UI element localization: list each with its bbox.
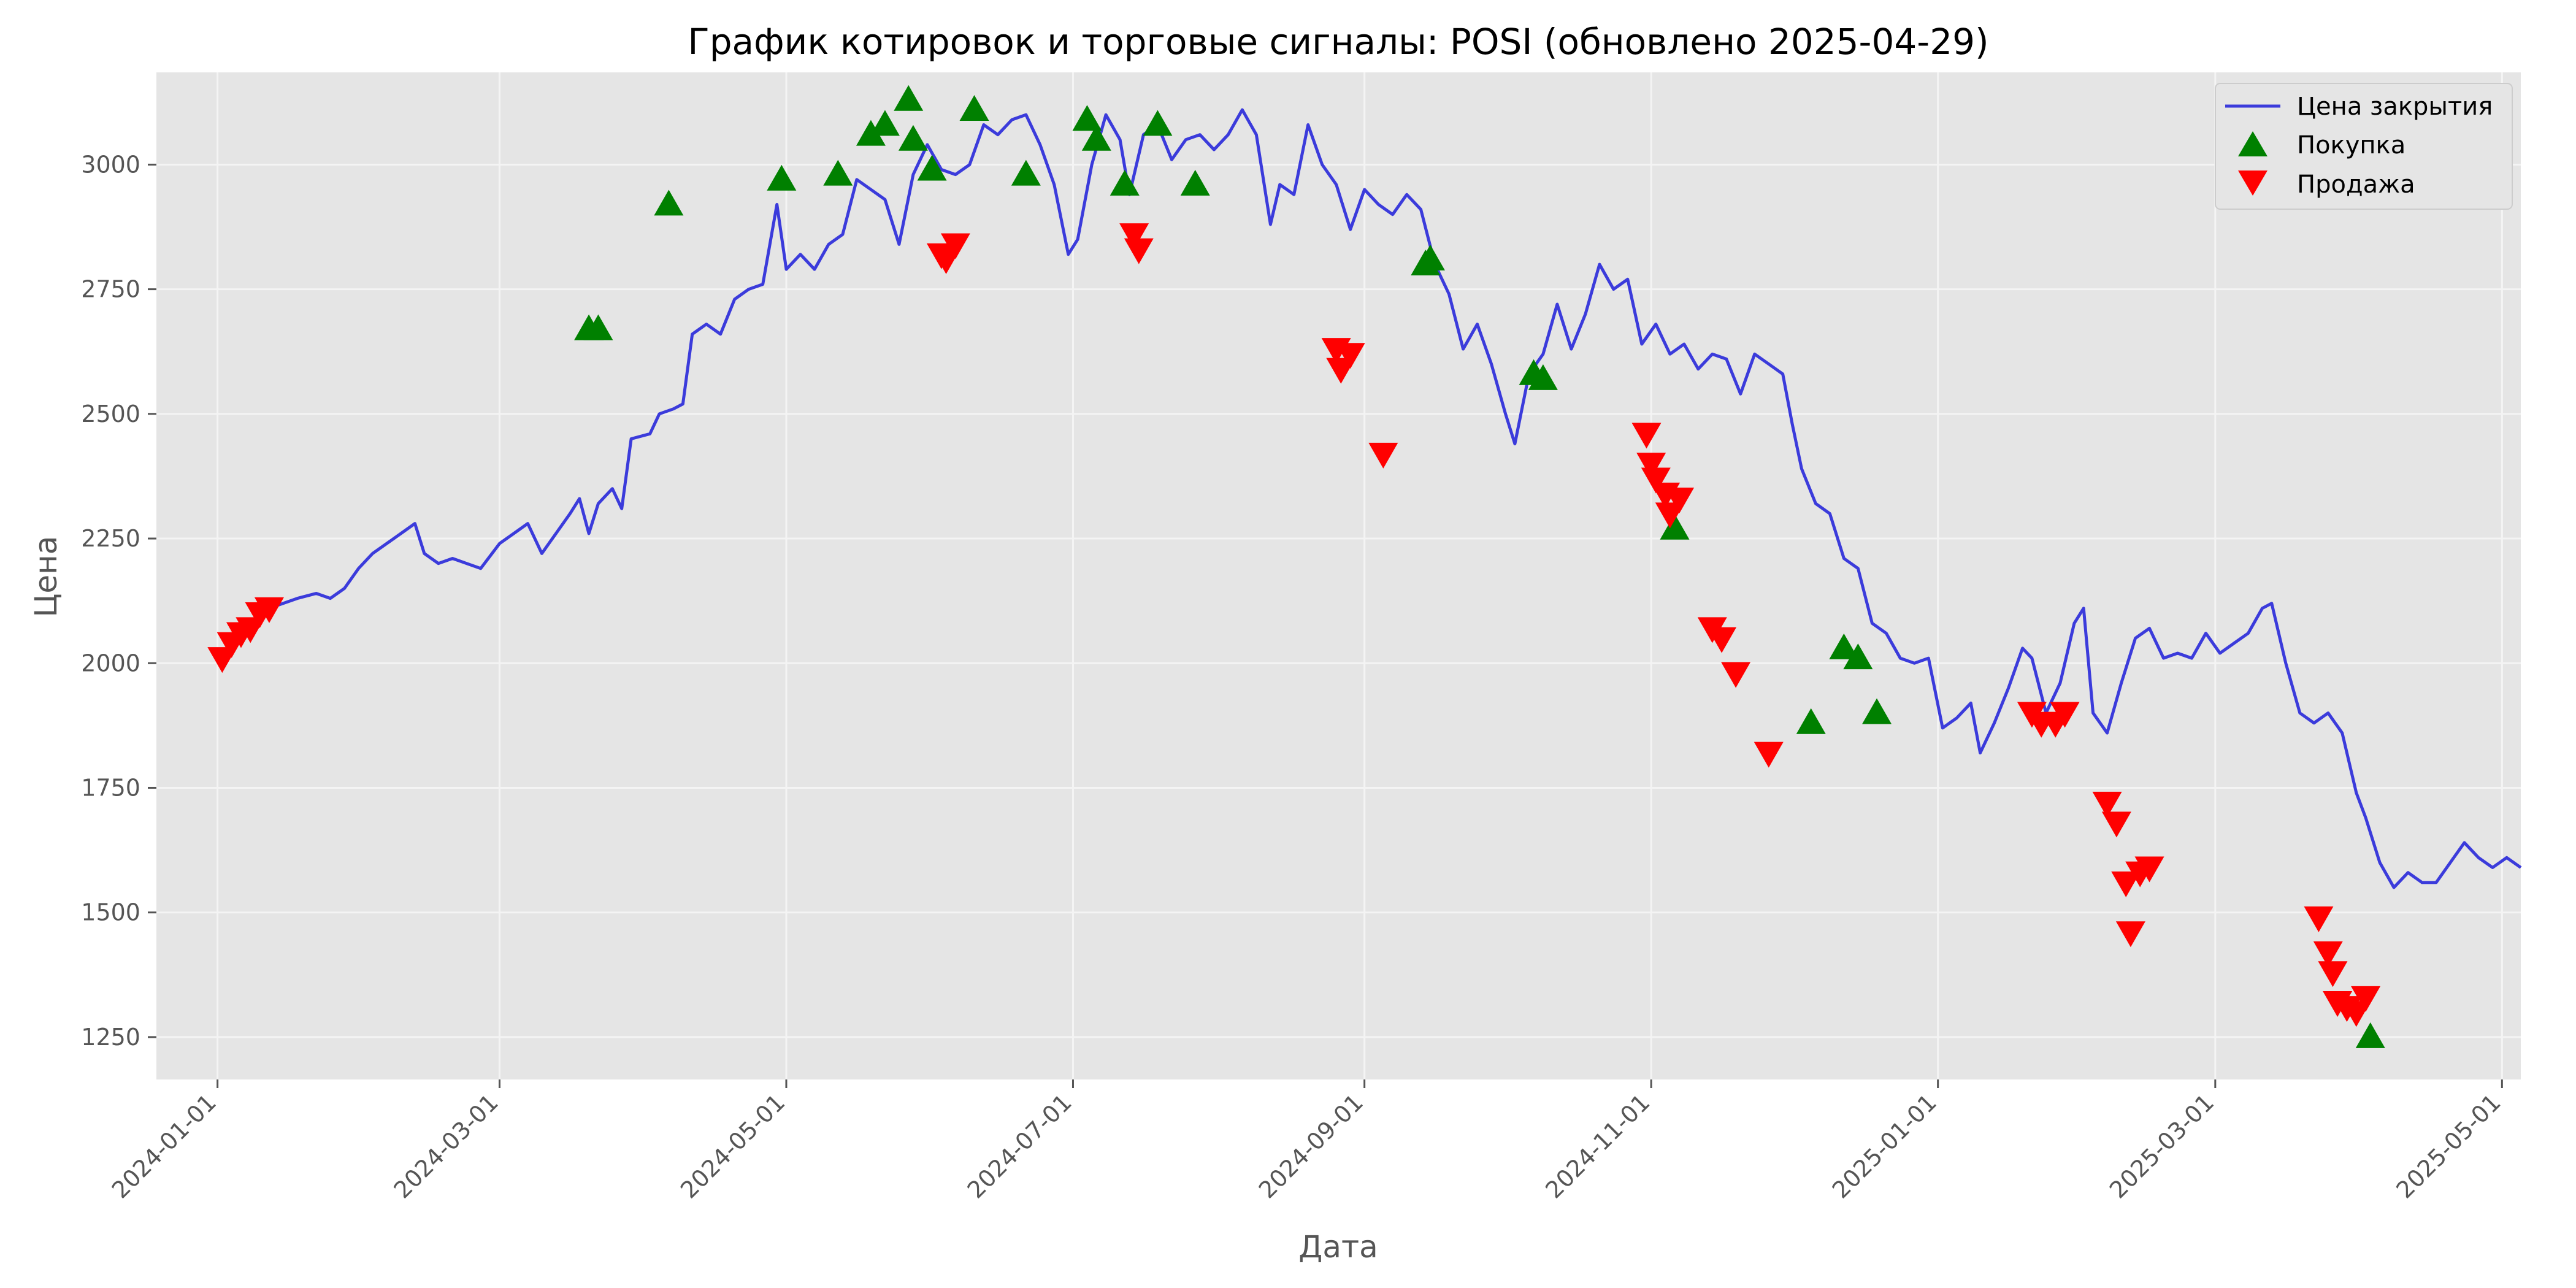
y-tick-label: 2750	[81, 276, 140, 303]
sell-signal-marker	[1124, 238, 1154, 264]
buy-signal-marker	[959, 94, 989, 121]
sell-signal-marker	[1665, 488, 1695, 514]
buy-signal-marker	[894, 85, 924, 111]
buy-signal-marker	[856, 120, 886, 146]
legend-swatch-buy	[2238, 131, 2267, 156]
x-axis-title: Дата	[1298, 1229, 1378, 1265]
y-tick-label: 2250	[81, 525, 140, 552]
buy-signal-marker	[1862, 698, 1892, 724]
close-price-line	[225, 108, 2522, 889]
buy-signal-marker	[1829, 633, 1859, 659]
y-gridlines	[156, 163, 2521, 1038]
legend-label-close: Цена закрытия	[2297, 93, 2493, 121]
y-tick-label: 2000	[81, 650, 140, 677]
buy-signal-marker	[1072, 105, 1102, 131]
sell-signal-marker	[2313, 941, 2343, 967]
sell-signal-marker	[1641, 467, 1671, 494]
buy-signal-marker	[1796, 708, 1826, 734]
series-layer	[207, 85, 2522, 1048]
sell-signal-marker	[1721, 662, 1751, 688]
buy-signal-marker	[1180, 169, 1210, 196]
sell-signal-marker	[2351, 986, 2381, 1012]
buy-signal-marker	[1081, 125, 1111, 151]
buy-signal-marker	[654, 190, 684, 216]
sell-signal-marker	[1631, 423, 1662, 449]
sell-signal-marker	[2111, 871, 2141, 897]
sell-signal-marker	[2050, 702, 2080, 728]
buy-signal-marker	[1415, 244, 1445, 270]
buy-signal-marker	[1843, 643, 1873, 670]
sell-signal-marker	[1754, 742, 1784, 768]
y-axis-title: Цена	[28, 536, 64, 618]
sell-signal-marker	[940, 233, 970, 259]
sell-signal-marker	[254, 597, 284, 623]
legend-swatch-sell	[2238, 171, 2267, 196]
y-tick-label: 3000	[81, 151, 140, 178]
legend-box	[2215, 83, 2513, 210]
y-axis-ticks: 1250 1500 1750 2000 2250 2500 2750 3000	[81, 151, 156, 1051]
buy-signal-marker	[823, 159, 853, 186]
buy-signal-marker	[767, 164, 797, 191]
buy-signal-marker	[1011, 159, 1041, 186]
legend-label-sell: Продажа	[2297, 171, 2415, 199]
buy-signal-marker	[1660, 513, 1690, 540]
sell-signal-marker	[2115, 921, 2145, 948]
y-tick-label: 2500	[81, 401, 140, 427]
buy-signal-marker	[898, 125, 928, 151]
sell-signal-marker	[1707, 627, 1737, 653]
sell-signal-marker	[2092, 791, 2122, 818]
sell-signal-marker	[2318, 961, 2348, 987]
sell-signal-marker	[1636, 453, 1666, 479]
legend: Цена закрытия Покупка Продажа	[2215, 83, 2513, 210]
sell-signal-marker	[2101, 811, 2131, 838]
sell-signal-marker	[2134, 856, 2164, 883]
sell-signal-marker	[1335, 343, 1365, 369]
buy-signal-marker	[1143, 110, 1173, 136]
buy-signal-marker	[1528, 364, 1558, 390]
buy-signal-marker	[583, 314, 613, 340]
sell-signal-marker	[1368, 442, 1398, 469]
sell-signal-marker	[2304, 906, 2334, 932]
buy-signal-marker	[917, 155, 947, 181]
y-tick-label: 1250	[81, 1024, 140, 1051]
buy-signal-marker	[870, 110, 900, 136]
chart-title: График котировок и торговые сигналы: POS…	[688, 21, 1988, 63]
plot-area	[156, 72, 2521, 1079]
sell-signal-marker	[1119, 223, 1149, 250]
legend-label-buy: Покупка	[2297, 131, 2405, 159]
y-tick-label: 1750	[81, 774, 140, 801]
buy-signal-marker	[1110, 169, 1140, 196]
buy-signal-marker	[2355, 1022, 2385, 1048]
y-tick-label: 1500	[81, 899, 140, 926]
